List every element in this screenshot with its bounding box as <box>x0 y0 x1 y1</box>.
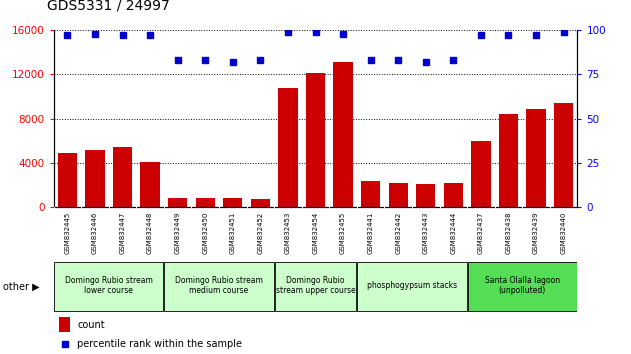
Text: count: count <box>77 320 105 330</box>
Text: GSM832439: GSM832439 <box>533 211 539 254</box>
Text: GSM832441: GSM832441 <box>368 211 374 254</box>
FancyBboxPatch shape <box>274 262 357 311</box>
Text: GSM832448: GSM832448 <box>147 211 153 254</box>
Text: GSM832444: GSM832444 <box>451 211 456 254</box>
FancyBboxPatch shape <box>165 262 274 311</box>
Text: GSM832442: GSM832442 <box>395 211 401 254</box>
Text: GSM832454: GSM832454 <box>312 211 319 254</box>
Text: GSM832455: GSM832455 <box>340 211 346 254</box>
Text: other ▶: other ▶ <box>3 282 40 292</box>
FancyBboxPatch shape <box>468 262 577 311</box>
Bar <box>168 198 187 207</box>
Bar <box>389 183 408 207</box>
Text: GSM832443: GSM832443 <box>423 211 428 254</box>
Bar <box>113 147 132 207</box>
Bar <box>333 62 353 207</box>
Text: GSM832452: GSM832452 <box>257 211 263 254</box>
Text: phosphogypsum stacks: phosphogypsum stacks <box>367 281 457 290</box>
Text: GSM832450: GSM832450 <box>203 211 208 254</box>
Bar <box>471 141 490 207</box>
Bar <box>306 73 325 207</box>
Bar <box>278 88 298 207</box>
Text: GSM832451: GSM832451 <box>230 211 236 254</box>
Text: GSM832449: GSM832449 <box>175 211 180 254</box>
Text: Domingo Rubio
stream upper course: Domingo Rubio stream upper course <box>276 276 355 295</box>
Text: GSM832445: GSM832445 <box>64 211 71 254</box>
Text: Domingo Rubio stream
lower course: Domingo Rubio stream lower course <box>65 276 153 295</box>
Bar <box>251 199 270 207</box>
Text: GDS5331 / 24997: GDS5331 / 24997 <box>47 0 170 12</box>
Text: GSM832437: GSM832437 <box>478 211 484 254</box>
Text: GSM832440: GSM832440 <box>560 211 567 254</box>
Bar <box>498 114 518 207</box>
Bar <box>141 162 160 207</box>
Bar <box>58 153 77 207</box>
Bar <box>85 149 105 207</box>
Bar <box>59 317 71 332</box>
Bar <box>361 181 380 207</box>
Text: Domingo Rubio stream
medium course: Domingo Rubio stream medium course <box>175 276 263 295</box>
FancyBboxPatch shape <box>357 262 466 311</box>
Bar <box>526 109 546 207</box>
Bar <box>416 184 435 207</box>
Bar <box>196 198 215 207</box>
Bar <box>554 103 573 207</box>
Bar <box>223 199 242 207</box>
Text: GSM832453: GSM832453 <box>285 211 291 254</box>
Text: percentile rank within the sample: percentile rank within the sample <box>77 339 242 349</box>
FancyBboxPatch shape <box>54 262 163 311</box>
Text: Santa Olalla lagoon
(unpolluted): Santa Olalla lagoon (unpolluted) <box>485 276 560 295</box>
Text: GSM832438: GSM832438 <box>505 211 512 254</box>
Bar <box>444 183 463 207</box>
Text: GSM832447: GSM832447 <box>119 211 126 254</box>
Text: GSM832446: GSM832446 <box>92 211 98 254</box>
